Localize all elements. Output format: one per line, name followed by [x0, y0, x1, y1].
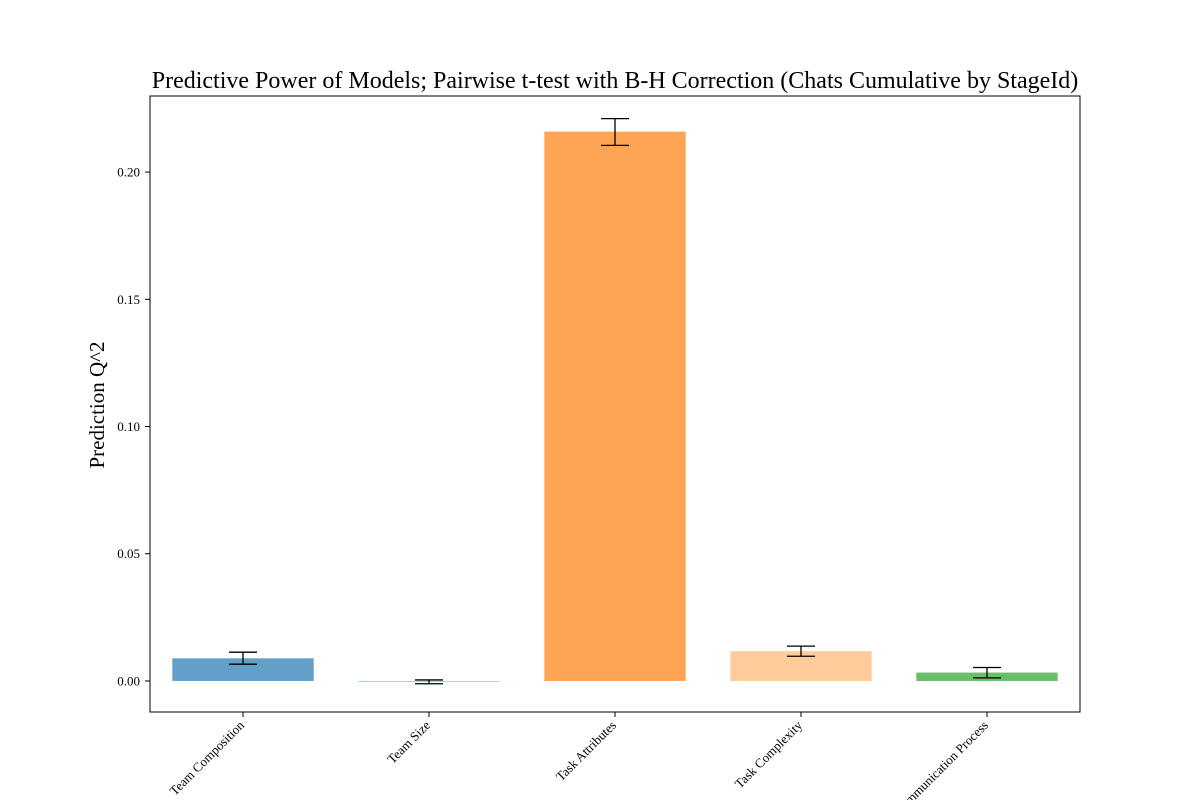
- y-axis-label: Prediction Q^2: [85, 341, 109, 468]
- plot-area: 0.00 0.05 0.10 0.15 0.20 Team Composition Team…: [117, 95, 1081, 800]
- x-tick-label-3: Task Complexity: [732, 717, 806, 791]
- y-tick-label-2: 0.10: [117, 419, 140, 434]
- y-tick-label-1: 0.05: [117, 546, 140, 561]
- x-tick-label-4: Communication Process: [891, 718, 991, 800]
- bar-2: [544, 131, 686, 681]
- x-tick-label-2: Task Attributes: [553, 718, 619, 784]
- x-tick-label-1: Team Size: [384, 717, 433, 766]
- x-tick-label-0: Team Composition: [166, 717, 247, 798]
- y-tick-label-0: 0.00: [117, 673, 140, 688]
- y-tick-label-4: 0.20: [117, 165, 140, 180]
- y-tick-label-3: 0.15: [117, 292, 140, 307]
- bar-0: [172, 658, 314, 681]
- chart-title: Predictive Power of Models; Pairwise t-t…: [152, 68, 1079, 94]
